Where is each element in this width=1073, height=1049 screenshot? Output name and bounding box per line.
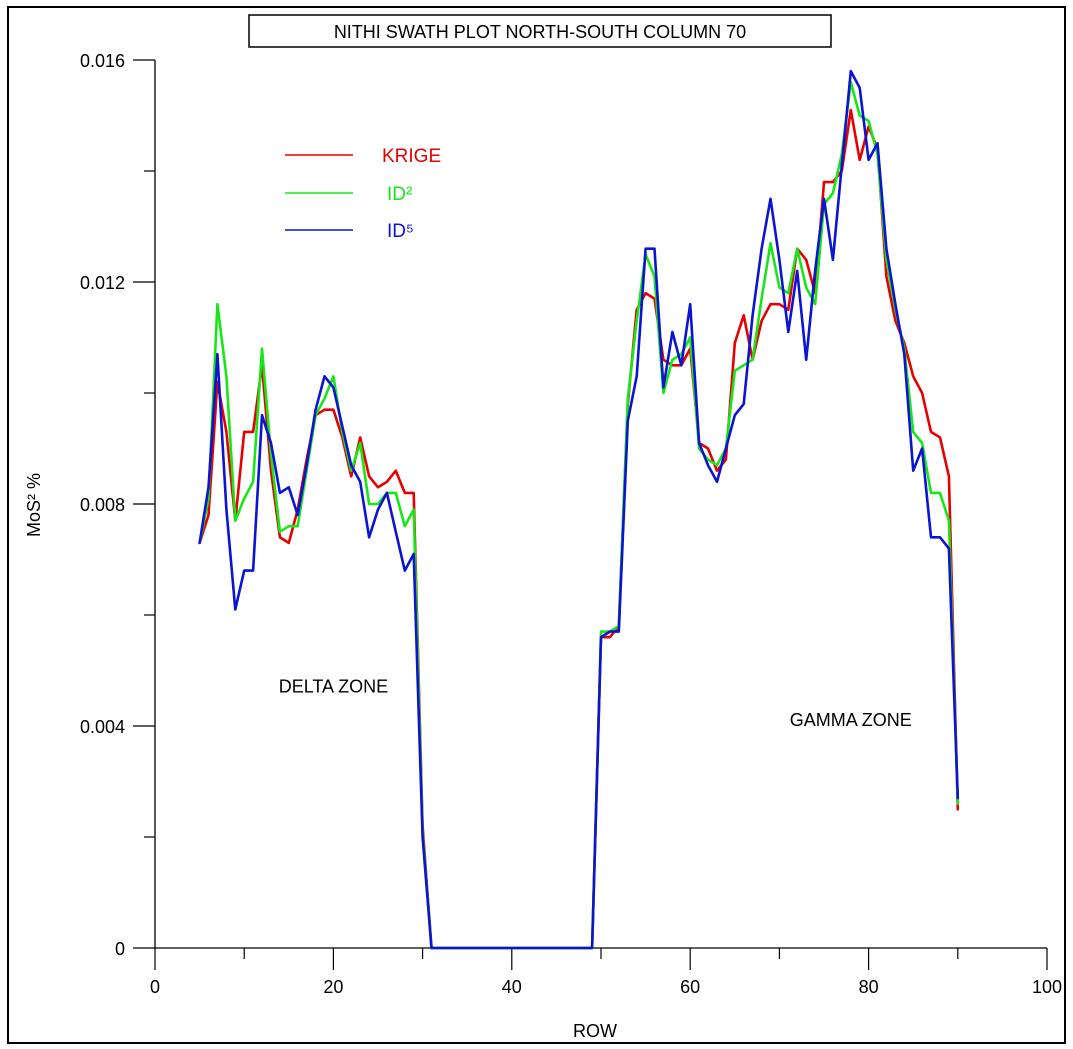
legend-label-id5: ID⁵ — [387, 221, 414, 242]
y-tick-label: 0.004 — [80, 717, 125, 737]
x-tick-label: 0 — [150, 977, 160, 997]
x-tick-label: 40 — [502, 977, 522, 997]
y-tick-label: 0 — [115, 939, 125, 959]
x-tick-label: 60 — [680, 977, 700, 997]
x-tick-label: 80 — [859, 977, 879, 997]
x-tick-label: 100 — [1032, 977, 1062, 997]
series-line-id5 — [198, 69, 960, 950]
annotation-gamma-zone: GAMMA ZONE — [790, 710, 912, 730]
y-axis-label: MoS² % — [24, 473, 44, 537]
plot-frame — [7, 6, 1066, 1044]
x-tick-label: 20 — [323, 977, 343, 997]
legend-label-id2: ID² — [387, 184, 412, 205]
legend: KRIGE ID² ID⁵ — [285, 146, 441, 242]
axis-tick-labels: 0 20 40 60 80 100 0 0.004 0.008 0.012 0.016 — [80, 51, 1062, 997]
annotation-delta-zone: DELTA ZONE — [279, 677, 388, 697]
chart-title: NITHI SWATH PLOT NORTH-SOUTH COLUMN 70 — [334, 22, 746, 42]
x-axis-label: ROW — [573, 1021, 617, 1041]
axis-ticks — [133, 59, 1048, 970]
y-tick-label: 0.012 — [80, 273, 125, 293]
y-tick-label: 0.016 — [80, 51, 125, 71]
series-layer — [198, 69, 960, 950]
legend-label-krige: KRIGE — [382, 146, 441, 167]
y-tick-label: 0.008 — [80, 495, 125, 515]
chart-title-box — [248, 14, 832, 48]
